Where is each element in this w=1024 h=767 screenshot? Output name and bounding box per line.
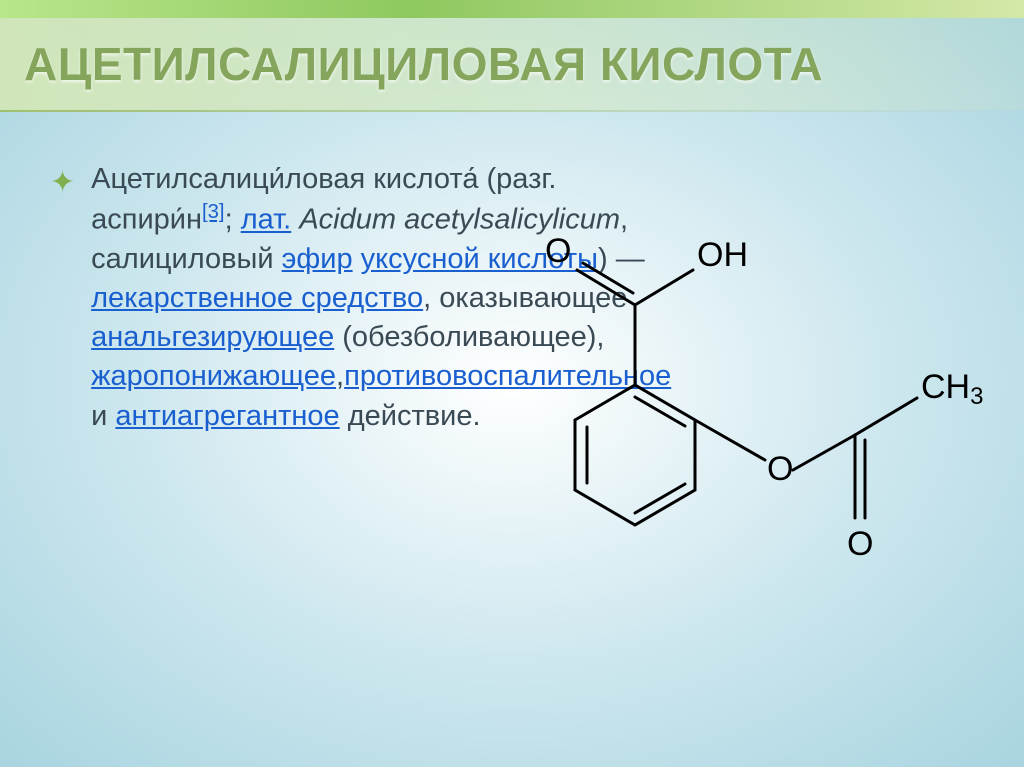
citation-ref[interactable]: [3] <box>202 201 225 223</box>
label-o1: O <box>545 232 571 270</box>
slide-title: АЦЕТИЛСАЛИЦИЛОВАЯ КИСЛОТА <box>24 37 823 91</box>
title-underline <box>0 110 1024 112</box>
title-bar: АЦЕТИЛСАЛИЦИЛОВАЯ КИСЛОТА <box>0 18 1024 110</box>
label-oh: OH <box>697 236 748 274</box>
hyperlink[interactable]: жаропонижающее <box>91 360 336 392</box>
chemical-structure: O OH O O CH3 <box>475 170 995 710</box>
hyperlink[interactable]: эфир <box>282 243 353 275</box>
label-o3: O <box>847 525 873 563</box>
label-ch3: CH3 <box>921 368 983 410</box>
top-accent-bar <box>0 0 1024 18</box>
hyperlink[interactable]: анальгезирующее <box>91 321 334 353</box>
bullet-item: ✦ Ацетилсалици́ловая кислота́ (разг. асп… <box>50 160 445 436</box>
label-o2: O <box>767 450 793 488</box>
text-column: ✦ Ацетилсалици́ловая кислота́ (разг. асп… <box>50 160 465 737</box>
hyperlink[interactable]: антиагрегантное <box>115 400 339 432</box>
hyperlink[interactable]: лат. <box>241 204 292 236</box>
hyperlink[interactable]: лекарственное средство <box>91 282 423 314</box>
bullet-icon: ✦ <box>50 162 75 204</box>
structure-column: O OH O O CH3 <box>465 160 994 737</box>
content-area: ✦ Ацетилсалици́ловая кислота́ (разг. асп… <box>0 150 1024 767</box>
